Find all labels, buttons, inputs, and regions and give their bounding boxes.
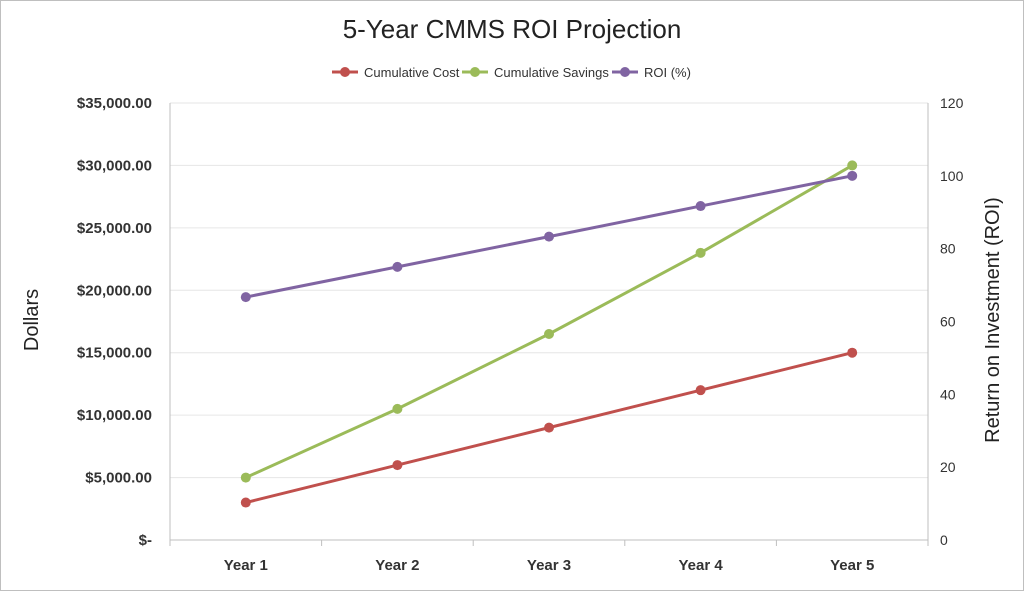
y-tick-label: $10,000.00 xyxy=(77,407,152,424)
series-2 xyxy=(240,170,858,303)
legend-label: Cumulative Cost xyxy=(364,65,460,80)
data-point xyxy=(847,170,858,181)
x-tick-label: Year 1 xyxy=(224,557,268,574)
y2-tick-label: 80 xyxy=(940,241,956,257)
data-point xyxy=(695,201,706,212)
y-tick-label: $35,000.00 xyxy=(77,95,152,112)
series-0 xyxy=(240,347,858,508)
y2-tick-label: 0 xyxy=(940,532,948,548)
x-tick-label: Year 4 xyxy=(678,557,723,574)
y2-tick-label: 40 xyxy=(940,386,956,402)
chart-title: 5-Year CMMS ROI Projection xyxy=(343,14,682,44)
data-point xyxy=(847,347,858,358)
legend-item: ROI (%) xyxy=(612,65,691,80)
data-point xyxy=(392,403,403,414)
y2-axis-title: Return on Investment (ROI) xyxy=(982,197,1004,443)
y-axis-title: Dollars xyxy=(21,289,43,351)
data-point xyxy=(544,231,554,242)
data-point xyxy=(695,247,706,258)
y-tick-label: $- xyxy=(139,532,152,549)
tick-labels: $- $5,000.00 $10,000.00 $15,000.00 $20,000.0… xyxy=(77,95,964,574)
data-point xyxy=(392,261,403,272)
y-tick-label: $15,000.00 xyxy=(77,345,152,362)
y2-tick-label: 120 xyxy=(940,95,964,111)
y2-tick-label: 60 xyxy=(940,314,956,330)
x-tick-label: Year 5 xyxy=(830,557,874,574)
data-point xyxy=(847,160,858,171)
legend-marker xyxy=(470,67,480,77)
y-tick-label: $30,000.00 xyxy=(77,157,152,174)
y2-tick-label: 100 xyxy=(940,168,964,184)
legend-label: ROI (%) xyxy=(644,65,691,80)
series-lines xyxy=(240,160,858,508)
y-tick-label: $5,000.00 xyxy=(85,470,152,487)
data-point xyxy=(240,292,251,303)
y-tick-label: $20,000.00 xyxy=(77,282,152,299)
legend-item: Cumulative Savings xyxy=(462,65,609,80)
y2-tick-label: 20 xyxy=(940,459,956,475)
data-point xyxy=(392,460,403,471)
data-point xyxy=(240,472,251,483)
legend-marker xyxy=(340,67,350,77)
axes xyxy=(169,103,929,546)
gridlines xyxy=(170,102,928,479)
legend-label: Cumulative Savings xyxy=(494,65,609,80)
legend: Cumulative Cost Cumulative Savings ROI (%) xyxy=(332,65,691,80)
x-tick-label: Year 3 xyxy=(527,557,571,574)
legend-marker xyxy=(620,67,630,77)
data-point xyxy=(544,328,554,339)
legend-item: Cumulative Cost xyxy=(332,65,460,80)
data-point xyxy=(240,497,251,508)
y-tick-label: $25,000.00 xyxy=(77,220,152,237)
data-point xyxy=(695,385,706,396)
x-tick-label: Year 2 xyxy=(375,557,419,574)
series-1 xyxy=(240,160,858,483)
data-point xyxy=(544,422,554,433)
